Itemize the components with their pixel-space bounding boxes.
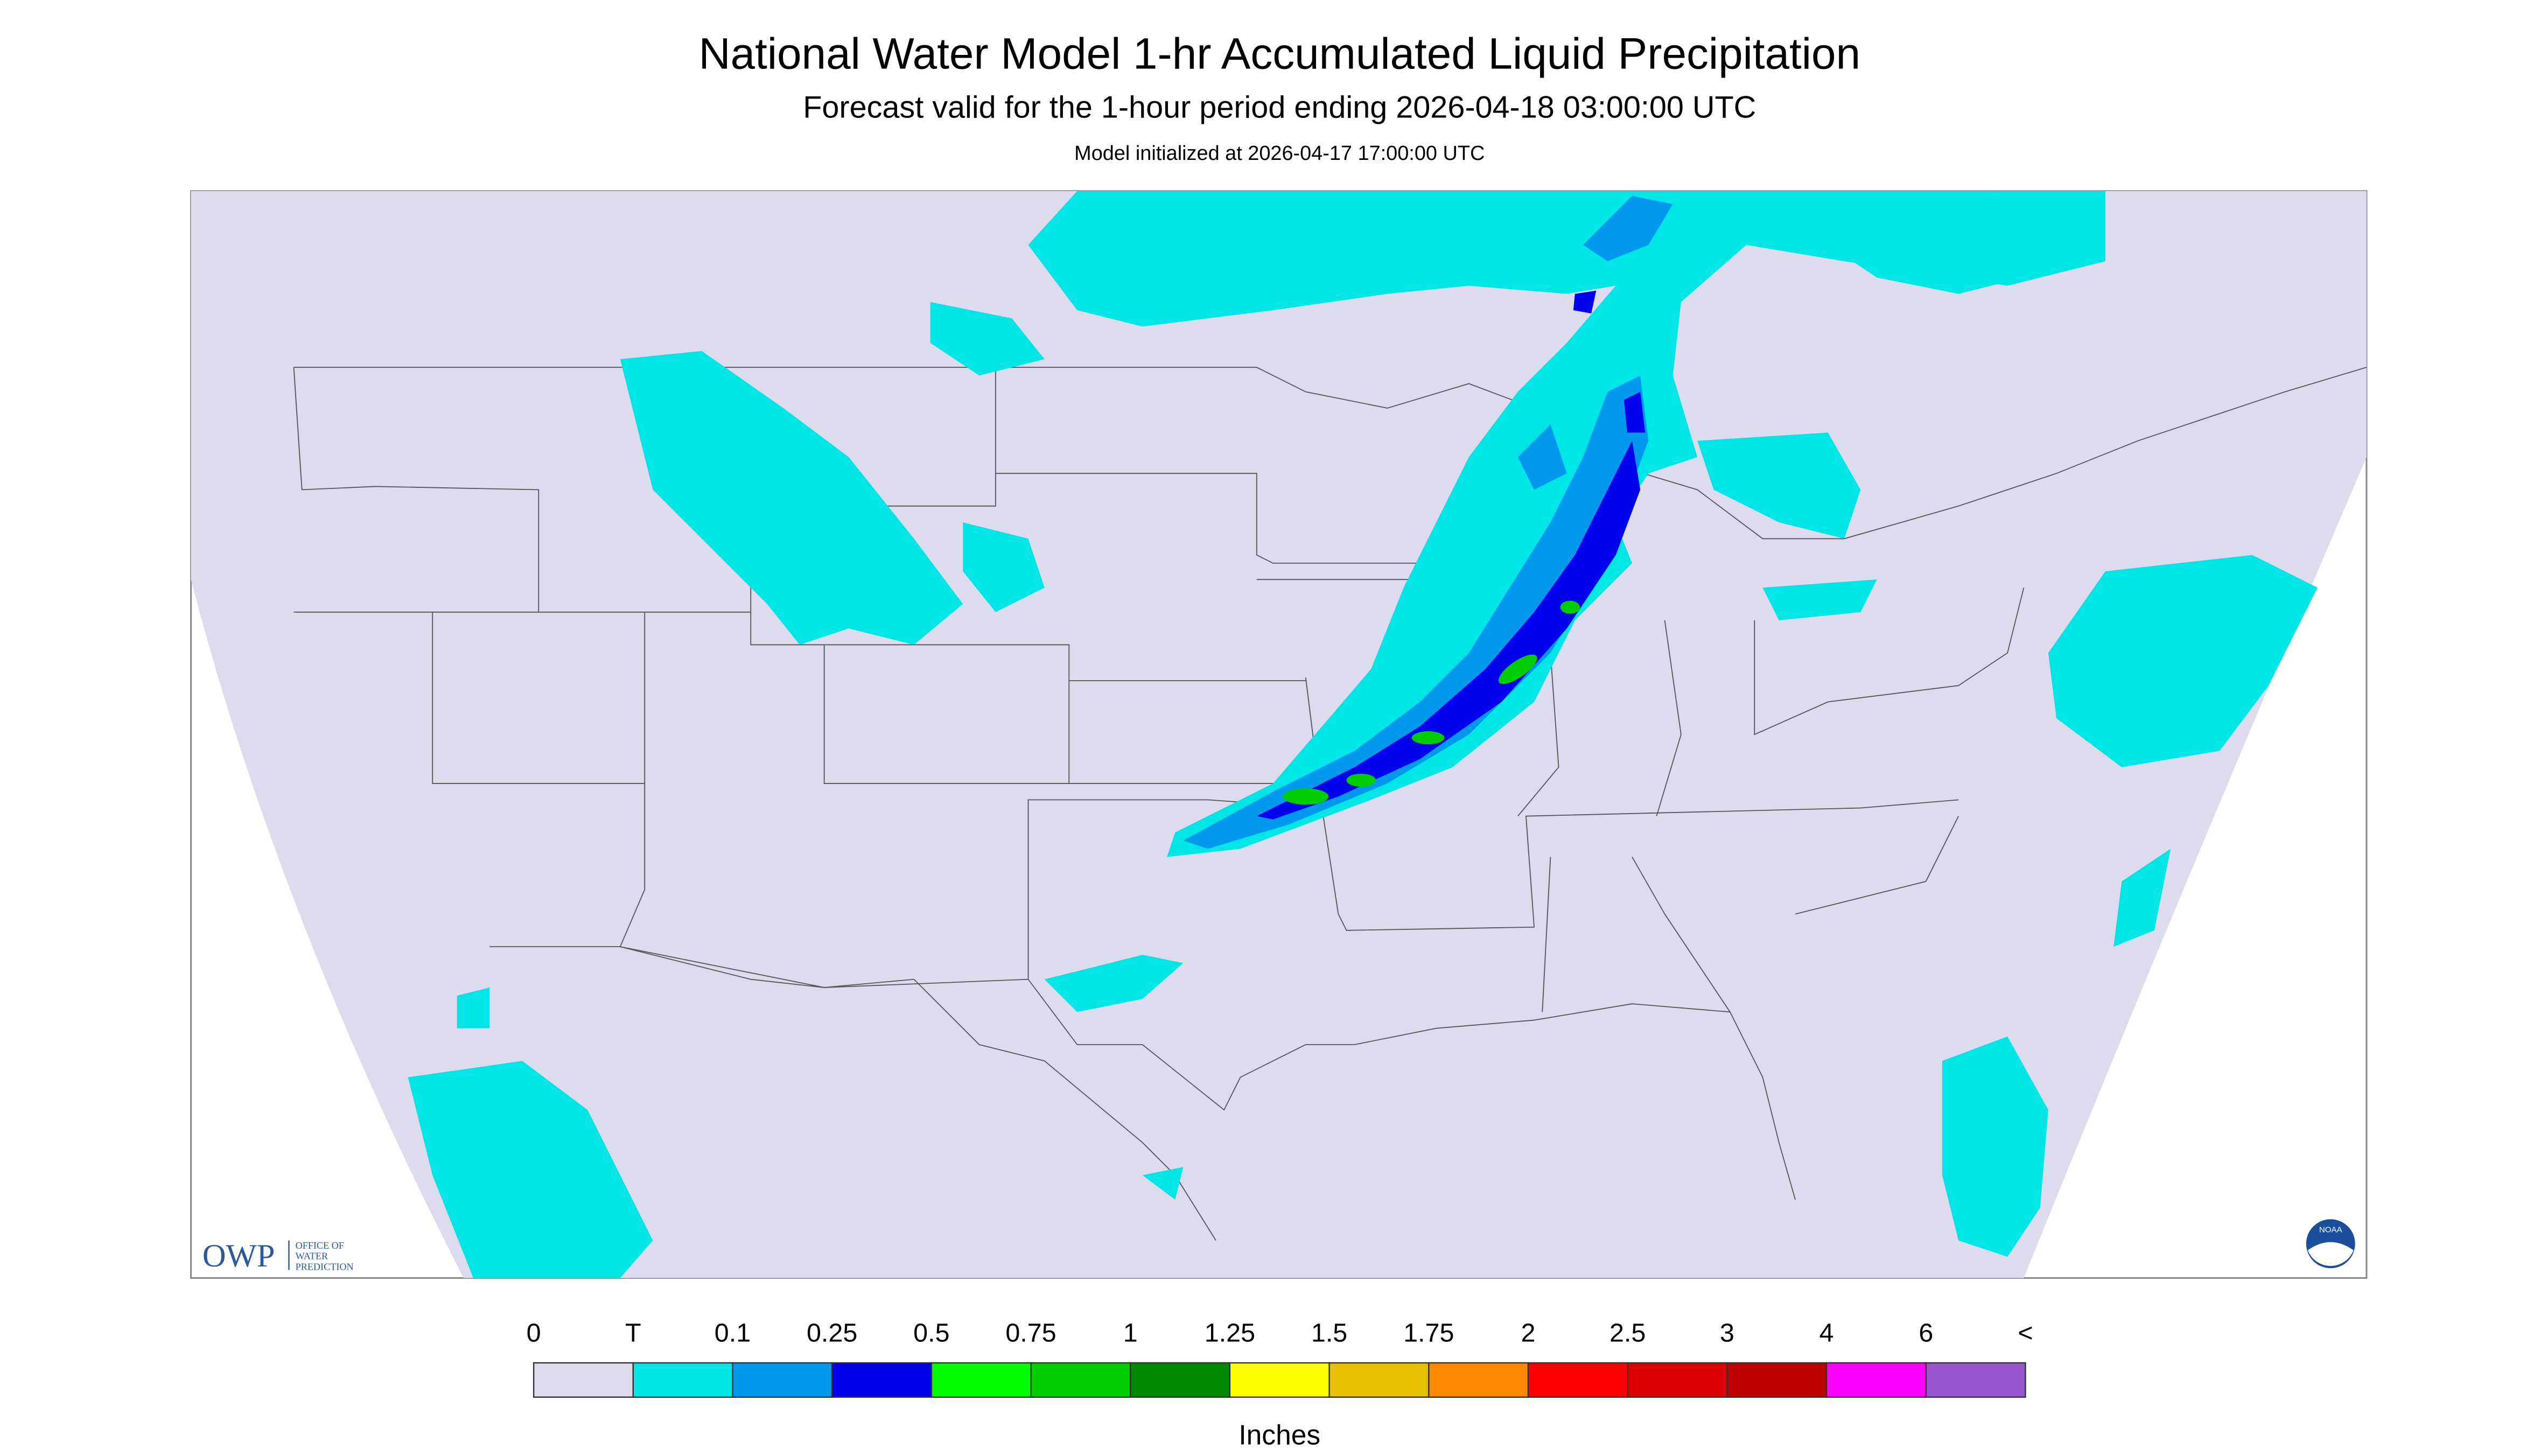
legend-swatch	[533, 1362, 634, 1398]
legend-label: 1.25	[1205, 1319, 1255, 1348]
owp-name: OFFICE OF WATER PREDICTION	[296, 1240, 354, 1272]
heavy-cell	[1346, 773, 1376, 787]
legend-label: 4	[1820, 1319, 1834, 1348]
owp-name-line: WATER	[296, 1251, 328, 1262]
legend-label: 3	[1720, 1319, 1734, 1348]
heavy-cell	[1411, 731, 1445, 745]
owp-name-line: OFFICE OF	[296, 1240, 344, 1251]
legend-label: 2	[1521, 1319, 1535, 1348]
legend-label: T	[625, 1319, 641, 1348]
owp-logo: OWP OFFICE OF WATER PREDICTION	[202, 1238, 354, 1274]
legend-label: 0.1	[715, 1319, 751, 1348]
legend-unit: Inches	[1238, 1419, 1320, 1451]
legend: 0 T 0.1 0.25 0.5 0.75 1 1.25 1.5 1.75 2 2.5 3 4 6 <	[527, 1319, 2033, 1398]
heavy-cell	[1283, 788, 1329, 805]
legend-swatch	[1030, 1362, 1131, 1398]
boundaries	[293, 367, 2367, 1241]
legend-swatch	[1428, 1362, 1529, 1398]
owp-mark: OWP	[202, 1238, 275, 1274]
legend-swatch	[1229, 1362, 1330, 1398]
legend-swatch	[930, 1362, 1032, 1398]
legend-swatch	[1130, 1362, 1231, 1398]
legend-swatch	[1328, 1362, 1430, 1398]
legend-swatch	[732, 1362, 833, 1398]
owp-name-line: PREDICTION	[296, 1261, 354, 1272]
legend-label: 1	[1123, 1319, 1138, 1348]
legend-swatch	[1627, 1362, 1728, 1398]
heavy-cell	[1498, 654, 1537, 684]
legend-label: 0.75	[1005, 1319, 1056, 1348]
legend-label: 0.25	[807, 1319, 857, 1348]
map-panel: OWP OFFICE OF WATER PREDICTION NOAA	[190, 190, 2368, 1279]
init-note: Model initialized at 2026-04-17 17:00:00…	[1074, 142, 1485, 165]
legend-label: 2.5	[1610, 1319, 1646, 1348]
heavy-cell	[1560, 600, 1580, 614]
legend-label: <	[2018, 1319, 2033, 1348]
legend-swatch	[632, 1362, 733, 1398]
legend-swatch	[1527, 1362, 1628, 1398]
precipitation	[408, 191, 2318, 1278]
subtitle: Forecast valid for the 1-hour period end…	[803, 90, 1756, 124]
legend-label: 1.75	[1403, 1319, 1454, 1348]
legend-label: 6	[1919, 1319, 1933, 1348]
noaa-logo: NOAA	[2306, 1219, 2355, 1269]
title: National Water Model 1-hr Accumulated Li…	[699, 30, 1860, 79]
legend-label: 0.5	[913, 1319, 949, 1348]
legend-label: 0	[527, 1319, 541, 1348]
legend-swatch	[831, 1362, 933, 1398]
noaa-wave	[2307, 1242, 2354, 1266]
noaa-text: NOAA	[2319, 1226, 2343, 1235]
legend-swatch	[1925, 1362, 2026, 1398]
legend-swatch	[1825, 1362, 1927, 1398]
legend-label: 1.5	[1311, 1319, 1347, 1348]
legend-swatch	[1726, 1362, 1828, 1398]
